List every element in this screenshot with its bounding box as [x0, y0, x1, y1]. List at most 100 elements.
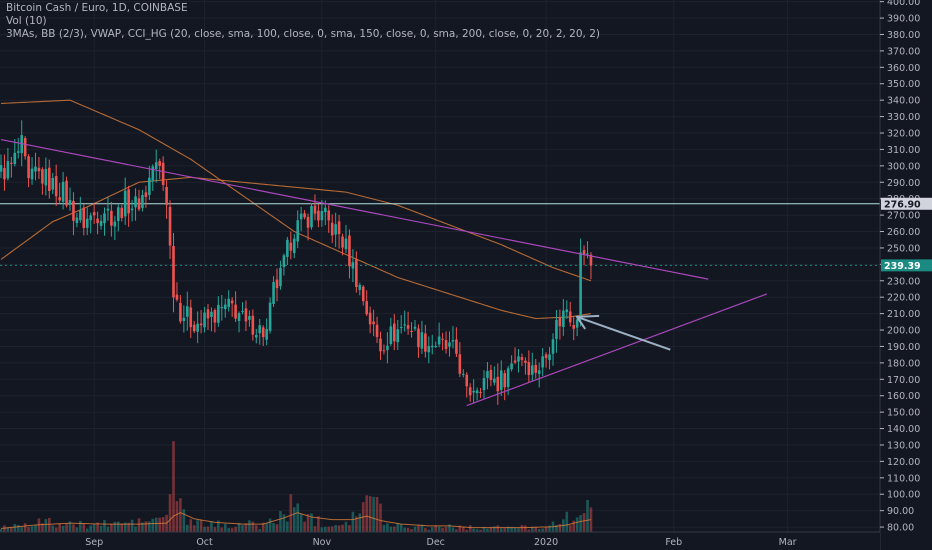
volume-bar [192, 525, 196, 532]
last-price-label: 239.39 [884, 261, 921, 272]
candle-body [399, 327, 403, 329]
volume-bar [68, 521, 72, 532]
candle-body [268, 302, 272, 331]
volume-bar [537, 528, 541, 532]
candle-body [120, 207, 124, 219]
candle-body [468, 387, 472, 396]
volume-bar [417, 524, 420, 532]
candle-body [37, 167, 41, 172]
candle-body [324, 207, 327, 213]
candle-body [51, 177, 55, 190]
volume-bar [75, 527, 79, 532]
candle-body [330, 222, 334, 236]
candle-body [282, 255, 286, 267]
candle-body [127, 189, 130, 214]
volume-bar [158, 517, 161, 532]
y-tick-label: 140.00 [887, 424, 920, 435]
volume-bar [241, 525, 244, 532]
volume-bar [296, 503, 299, 532]
candle-body [389, 326, 393, 345]
candle-body [161, 162, 165, 185]
candle-body [134, 196, 137, 208]
y-tick-label: 110.00 [887, 473, 920, 484]
volume-bar [575, 517, 579, 532]
candle-body [441, 338, 444, 340]
volume-bar [44, 519, 48, 532]
volume-bar [113, 521, 117, 532]
volume-bar [486, 528, 489, 532]
volume-bar [48, 517, 51, 532]
candle-body [451, 340, 455, 342]
time-axis: Sep Oct Nov Dec 2020 Feb Mar [0, 531, 880, 550]
volume-bar [223, 523, 227, 532]
candle-body [531, 365, 534, 375]
volume-bar [299, 513, 303, 532]
candle-body [82, 207, 86, 228]
volume-bar [106, 526, 110, 532]
candle-body [54, 176, 58, 197]
volume-bar [34, 525, 37, 532]
candle-body [562, 310, 565, 328]
volume-bar [85, 528, 89, 532]
candle-body [517, 356, 520, 362]
volume-bar [586, 499, 589, 532]
volume-bar [237, 522, 241, 532]
volume-bar [279, 511, 282, 532]
candle-body [489, 369, 493, 380]
candle-body [75, 217, 79, 224]
y-tick-label: 270.00 [887, 211, 920, 222]
y-tick-label: 360.00 [887, 63, 920, 74]
volume-bar [344, 521, 348, 532]
volume-bar [582, 513, 586, 532]
arrow-annotation [576, 315, 671, 351]
volume-bar [127, 522, 130, 532]
candle-body [137, 198, 141, 210]
volume-bar [327, 526, 331, 532]
candle-body [72, 200, 75, 221]
candle-body [234, 304, 237, 319]
volume-bar [27, 527, 30, 532]
y-tick-label: 230.00 [887, 276, 920, 287]
volume-bar [320, 527, 324, 532]
candle-body [299, 213, 303, 220]
trendline-2 [466, 293, 768, 407]
y-tick-label: 170.00 [887, 375, 920, 386]
candle-body [379, 338, 382, 352]
candle-body [448, 342, 451, 347]
candle-body [48, 167, 51, 191]
volume-bar [0, 529, 3, 532]
candle-body [524, 360, 527, 363]
volume-bar [272, 523, 275, 532]
volume-bar [123, 522, 127, 532]
candle-body [589, 254, 593, 266]
candle-body [3, 168, 6, 180]
volume-bar [61, 525, 65, 532]
candle-body [341, 236, 344, 248]
y-tick-label: 400.00 [887, 0, 920, 8]
x-tick-label: Mar [779, 537, 797, 548]
candle-body [113, 221, 117, 227]
candles [0, 120, 593, 405]
volume-bar [189, 519, 193, 532]
volume-bar [527, 529, 531, 532]
candle-body [558, 317, 562, 327]
candle-body [493, 378, 496, 383]
candle-body [486, 371, 489, 378]
volume-bar [427, 529, 431, 532]
candle-body [179, 302, 182, 322]
candle-body [520, 357, 524, 360]
volume-bar [375, 497, 379, 532]
candle-body [499, 370, 503, 390]
volume-bar [213, 527, 217, 532]
y-tick-label: 160.00 [887, 391, 920, 402]
candle-body [303, 213, 306, 218]
candle-body [575, 319, 579, 328]
volume-bar [30, 526, 34, 532]
candle-body [213, 310, 217, 323]
candle-body [210, 311, 213, 318]
candle-body [568, 311, 572, 323]
volume-bar [451, 527, 455, 532]
price-axis-bg [880, 0, 932, 550]
volume-bar [348, 525, 351, 532]
